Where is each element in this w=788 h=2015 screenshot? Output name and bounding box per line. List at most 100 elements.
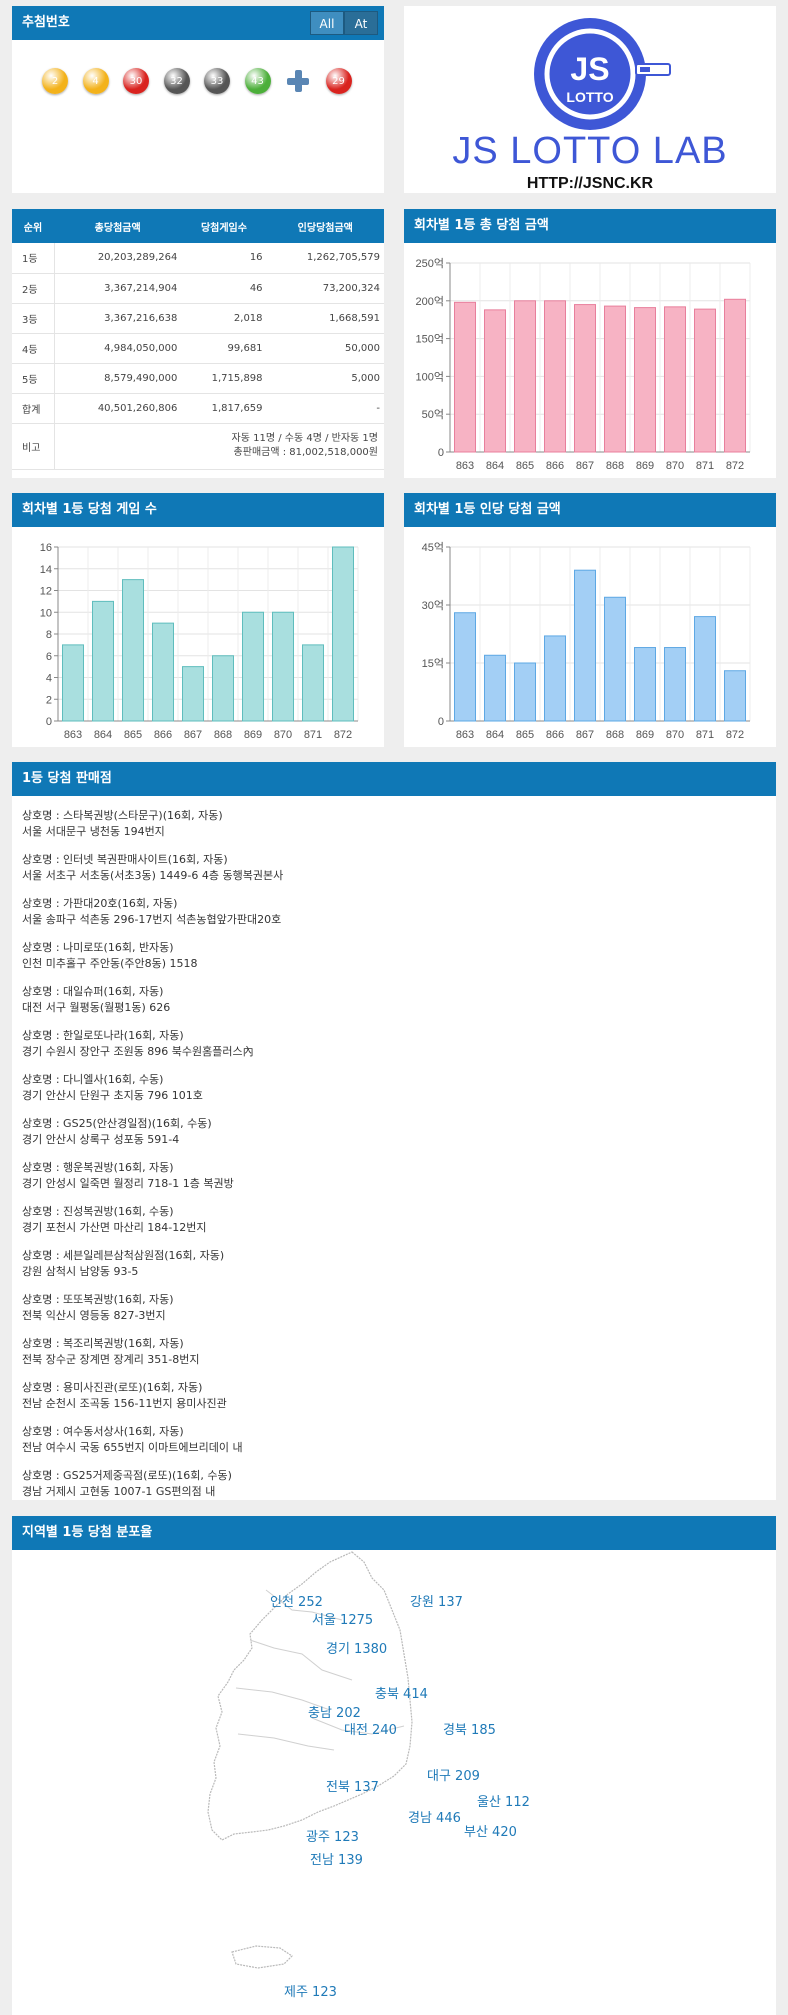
bonus-ball: 29 — [325, 68, 352, 94]
chart-bar — [724, 670, 746, 722]
x-tick-label: 868 — [606, 729, 624, 741]
chart-bar — [484, 309, 506, 453]
x-tick-label: 871 — [696, 729, 714, 741]
y-tick-label: 30억 — [422, 599, 444, 612]
shop-name: 상호명 : GS25(안산경일점)(16회, 수동) — [22, 1117, 212, 1130]
logo-url[interactable]: HTTP://JSNC.KR — [526, 175, 654, 192]
note-label: 비고 — [12, 423, 55, 470]
shop-address: 서울 서초구 서초동(서초3동) 1449-6 4층 동행복권본사 — [22, 869, 284, 882]
x-tick-label: 866 — [546, 460, 564, 472]
x-tick-label: 871 — [696, 460, 714, 472]
table-cell: 40,501,260,806 — [54, 393, 182, 424]
shop-name: 상호명 : 한일로또나라(16회, 자동) — [22, 1029, 184, 1042]
table-cell: 8,579,490,000 — [54, 363, 182, 394]
table-row: 2등 3,367,214,904 46 73,200,324 — [12, 273, 384, 304]
logo-initials: JS — [570, 51, 609, 87]
table-cell: 5등 — [12, 363, 55, 394]
list-item: 상호명 : 복조리복권방(16회, 자동) 전북 장수군 장계면 장계리 351-… — [22, 1336, 766, 1380]
shop-address: 경남 거제시 고현동 1007-1 GS편의점 내 — [22, 1485, 216, 1498]
x-tick-label: 867 — [184, 729, 202, 741]
chart-bar — [514, 662, 536, 722]
shop-name: 상호명 : 진성복권방(16회, 수동) — [22, 1205, 174, 1218]
note-line: 자동 11명 / 수동 4명 / 반자동 1명 — [231, 433, 378, 444]
y-tick-label: 0 — [46, 716, 52, 728]
table-row: 5등 8,579,490,000 1,715,898 5,000 — [12, 363, 384, 394]
list-item: 상호명 : 가판대20호(16회, 자동) 서울 송파구 석촌동 296-17번지… — [22, 896, 766, 940]
shop-name: 상호명 : 세븐일레븐삼척삼원점(16회, 자동) — [22, 1249, 225, 1262]
region-daejeon: 대전 240 — [344, 1723, 397, 1738]
region-chungnam: 충남 202 — [308, 1706, 361, 1721]
region-jeonbuk: 전북 137 — [326, 1780, 379, 1795]
shops-panel: 1등 당첨 판매점 상호명 : 스타복권방(스타문구)(16회, 자동) 서울 서… — [12, 762, 776, 1500]
list-item: 상호명 : GS25(안산경일점)(16회, 수동) 경기 안산시 상록구 성포동… — [22, 1116, 766, 1160]
table-cell: 73,200,324 — [266, 273, 384, 304]
shop-address: 전북 익산시 영등동 827-3번지 — [22, 1309, 166, 1322]
x-tick-label: 872 — [726, 729, 744, 741]
shop-address: 서울 송파구 석촌동 296-17번지 석촌농협앞가판대20호 — [22, 913, 282, 926]
chart-bar — [574, 569, 596, 722]
table-cell: 20,203,289,264 — [54, 243, 182, 274]
x-tick-label: 863 — [456, 729, 474, 741]
list-item: 상호명 : 한일로또나라(16회, 자동) 경기 수원시 장안구 조원동 896 … — [22, 1028, 766, 1072]
list-item: 상호명 : 용미사진관(로또)(16회, 자동) 전남 순천시 조곡동 156-1… — [22, 1380, 766, 1424]
col-total-amount: 총당첨금액 — [54, 209, 182, 243]
y-tick-label: 2 — [46, 694, 52, 706]
region-busan: 부산 420 — [464, 1825, 517, 1840]
province-borders — [235, 1589, 405, 1751]
table-cell: 3,367,216,638 — [54, 303, 182, 334]
chart-bar — [694, 616, 716, 722]
chart-bar — [454, 301, 476, 453]
shop-name: 상호명 : 행운복권방(16회, 자동) — [22, 1161, 174, 1174]
jeju-outline — [231, 1945, 293, 1969]
chart-bar — [242, 611, 264, 722]
chart-bar — [544, 635, 566, 722]
chart-bar — [152, 622, 174, 722]
x-tick-label: 869 — [636, 729, 654, 741]
shop-address: 전남 여수시 국동 655번지 이마트에브리데이 내 — [22, 1441, 243, 1454]
chart-bar — [664, 306, 686, 453]
x-tick-label: 871 — [304, 729, 322, 741]
chart-bar — [484, 654, 506, 722]
list-item: 상호명 : 다니엘사(16회, 수동) 경기 안산시 단원구 초지동 796 10… — [22, 1072, 766, 1116]
table-cell: 3등 — [12, 303, 55, 334]
shop-address: 경기 안산시 상록구 성포동 591-4 — [22, 1133, 180, 1146]
tab-at[interactable]: At — [344, 11, 378, 35]
region-jeju: 제주 123 — [284, 1985, 337, 2000]
shop-name: 상호명 : GS25거제중곡점(로또)(16회, 수동) — [22, 1469, 232, 1482]
chart-bar — [122, 579, 144, 722]
region-gwangju: 광주 123 — [306, 1830, 359, 1845]
chart-panel-total-amount: 회차별 1등 총 당첨 금액 0 50억 100억 150억 200억 250억 863 86… — [404, 209, 776, 478]
table-cell: 4등 — [12, 333, 55, 364]
shop-name: 상호명 : 다니엘사(16회, 수동) — [22, 1073, 164, 1086]
shops-title: 1등 당첨 판매점 — [12, 762, 776, 796]
number-ball: 4 — [82, 68, 109, 94]
x-tick-label: 865 — [124, 729, 142, 741]
region-daegu: 대구 209 — [427, 1769, 480, 1784]
region-gangwon: 강원 137 — [410, 1595, 463, 1610]
y-tick-label: 12 — [40, 586, 52, 598]
y-tick-label: 14 — [40, 564, 52, 576]
chart-bar — [272, 611, 294, 722]
y-tick-label: 100억 — [416, 370, 444, 383]
x-tick-label: 868 — [606, 460, 624, 472]
table-cell: 합계 — [12, 393, 55, 424]
shop-name: 상호명 : 스타복권방(스타문구)(16회, 자동) — [22, 809, 223, 822]
logo-name: JS LOTTO LAB — [452, 130, 728, 172]
chart-bar — [62, 644, 84, 722]
table-header-row: 순위 총당첨금액 당첨게임수 인당당첨금액 — [12, 209, 384, 243]
y-tick-label: 50억 — [422, 408, 444, 421]
x-tick-label: 866 — [154, 729, 172, 741]
note-cell: 자동 11명 / 수동 4명 / 반자동 1명 총판매금액 : 81,002,5… — [54, 423, 384, 470]
y-tick-label: 0 — [438, 716, 444, 728]
chart-bar — [724, 298, 746, 453]
shop-address: 경기 안산시 단원구 초지동 796 101호 — [22, 1089, 203, 1102]
table-cell: 50,000 — [266, 333, 384, 364]
tab-all[interactable]: All — [310, 11, 344, 35]
bar-chart-game-count: 0 2 4 6 8 10 12 14 16 863 864 865 866 867 868 869 870 871… — [40, 542, 359, 741]
list-item: 상호명 : 스타복권방(스타문구)(16회, 자동) 서울 서대문구 냉천동 19… — [22, 808, 766, 852]
region-ulsan: 울산 112 — [477, 1795, 530, 1810]
shop-name: 상호명 : 용미사진관(로또)(16회, 자동) — [22, 1381, 203, 1394]
region-gyeongbuk: 경북 185 — [443, 1723, 496, 1738]
x-tick-label: 863 — [64, 729, 82, 741]
number-balls: 2 4 30 32 33 43 29 — [42, 68, 366, 94]
